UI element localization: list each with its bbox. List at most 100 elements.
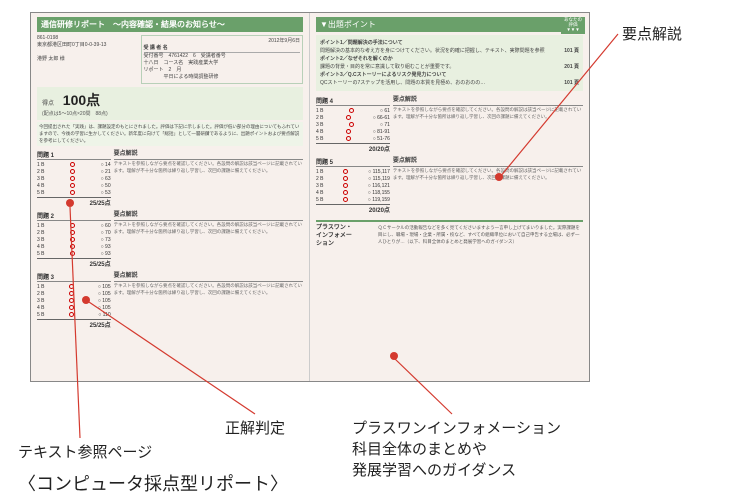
question-answers: 問題 31 B○ 1052 B○ 1053 B○ 1054 B○ 1055 B○…: [37, 272, 111, 329]
correct-mark-icon: [346, 136, 351, 141]
question-block: 問題 31 B○ 1052 B○ 1053 B○ 1054 B○ 1055 B○…: [37, 272, 303, 329]
answer-row: 4 B○ 81-91: [316, 128, 390, 135]
question-answers: 問題 51 B○ 115,1172 B○ 115,1193 B○ 116,121…: [316, 157, 390, 214]
correct-mark-icon: [343, 176, 348, 181]
answer-row: 5 B○ 110: [37, 311, 111, 318]
question-title: 問題 5: [316, 157, 390, 167]
callout-seikai: 正解判定: [225, 418, 285, 439]
correct-mark-icon: [343, 190, 348, 195]
score-sub: (配点は5～10点×20問 88点): [42, 110, 298, 117]
eval-badge: あなたの 評価 ▼▼▼: [561, 17, 585, 34]
answer-row: 4 B○ 118,155: [316, 189, 390, 196]
explanation-title: 要点解説: [114, 272, 303, 282]
correct-mark-icon: [69, 305, 74, 310]
correct-mark-icon: [70, 244, 75, 249]
explanation-body: テキストを参照しながら要点を確認してください。各設問の解説は該当ページに記載され…: [114, 161, 303, 175]
question-title: 問題 3: [37, 272, 111, 282]
question-block: 問題 41 B○ 612 B○ 66-613 B○ 714 B○ 81-915 …: [316, 96, 583, 153]
answer-row: 3 B○ 105: [37, 297, 111, 304]
report-document: 通信研修リポート ～内容確認・結果のお知らせ～ 861-0198 東京都港区田町…: [30, 12, 590, 382]
question-block: 問題 21 B○ 602 B○ 703 B○ 734 B○ 935 B○ 932…: [37, 211, 303, 268]
point-row: 課題の背景・目的を常に意識して取り組むことが重要です。201 頁: [320, 63, 579, 70]
submit-row: 平日による時間調整研修: [144, 74, 300, 81]
answer-row: 3 B○ 63: [37, 175, 111, 182]
explanation-body: テキストを参照しながら要点を確認してください。各設問の解説は該当ページに記載され…: [393, 107, 583, 121]
question-total: 25/25点: [37, 258, 111, 268]
explanation-title: 要点解説: [393, 96, 583, 106]
score-value: 100点: [63, 90, 100, 110]
callout-plusone: プラスワンインフォメーション 科目全体のまとめや 発展学習へのガイダンス: [352, 418, 561, 481]
answer-row: 3 B○ 116,121: [316, 182, 390, 189]
submit-row: 受付番号 4761422 6 受講者番号: [144, 53, 300, 60]
question-explanation: 要点解説テキストを参照しながら要点を確認してください。各設問の解説は該当ページに…: [393, 96, 583, 153]
answer-row: 3 B○ 73: [37, 236, 111, 243]
correct-mark-icon: [343, 169, 348, 174]
answer-row: 2 B○ 115,119: [316, 175, 390, 182]
explanation-body: テキストを参照しながら要点を確認してください。各設問の解説は該当ページに記載され…: [114, 283, 303, 297]
question-answers: 問題 11 B○ 142 B○ 213 B○ 634 B○ 505 B○ 532…: [37, 150, 111, 207]
point-row: QCストーリーの7ステップを活用し、問題の本質を見極め、おのおのの…101 頁: [320, 79, 579, 86]
correct-mark-icon: [70, 176, 75, 181]
page-left: 通信研修リポート ～内容確認・結果のお知らせ～ 861-0198 東京都港区田町…: [31, 13, 310, 381]
correct-mark-icon: [349, 122, 354, 127]
answer-row: 5 B○ 51-76: [316, 135, 390, 142]
point-title: ポイント3／Q.Cストーリーによるリスク発見力について: [320, 71, 579, 78]
point-row: 問題解決の基本的な考え方を身につけてください。状況を的確に把握し、テキスト、実際…: [320, 47, 579, 54]
question-explanation: 要点解説テキストを参照しながら要点を確認してください。各設問の解説は該当ページに…: [393, 157, 583, 214]
submit-row: 十八日 コース名 実践産業大学: [144, 60, 300, 67]
question-title: 問題 2: [37, 211, 111, 221]
page-right: あなたの 評価 ▼▼▼ ▼出題ポイント ポイント1／問題解決の手法について問題解…: [310, 13, 589, 381]
score-label: 得点: [42, 101, 54, 107]
question-title: 問題 4: [316, 96, 390, 106]
dot-youten: [495, 173, 503, 181]
answer-row: 5 B○ 93: [37, 250, 111, 257]
submit-row: リポート 2 月: [144, 67, 300, 74]
correct-mark-icon: [70, 251, 75, 256]
explanation-title: 要点解説: [114, 211, 303, 221]
question-total: 20/20点: [316, 204, 390, 214]
answer-row: 2 B○ 21: [37, 168, 111, 175]
correct-mark-icon: [69, 291, 74, 296]
answer-row: 2 B○ 66-61: [316, 114, 390, 121]
question-explanation: 要点解説テキストを参照しながら要点を確認してください。各設問の解説は該当ページに…: [114, 272, 303, 329]
answer-row: 4 B○ 50: [37, 182, 111, 189]
header-info: 861-0198 東京都港区田町0丁目0-0-39-13 港野 太郎 様 201…: [37, 35, 303, 84]
question-explanation: 要点解説テキストを参照しながら要点を確認してください。各設問の解説は該当ページに…: [114, 150, 303, 207]
points-header: ▼出題ポイント: [316, 17, 583, 32]
dot-seikai: [82, 296, 90, 304]
submit-box: 2012年9月6日 受 講 者 名 受付番号 4761422 6 受講者番号 十…: [141, 35, 303, 84]
submit-date: 2012年9月6日: [144, 38, 300, 45]
question-block: 問題 51 B○ 115,1172 B○ 115,1193 B○ 116,121…: [316, 157, 583, 214]
correct-mark-icon: [343, 183, 348, 188]
doc-title: 通信研修リポート ～内容確認・結果のお知らせ～: [37, 17, 303, 32]
figure-caption: 〈コンピュータ採点型リポート〉: [18, 470, 288, 496]
explanation-body: テキストを参照しながら要点を確認してください。各設問の解説は該当ページに記載され…: [393, 168, 583, 182]
answer-row: 1 B○ 60: [37, 222, 111, 229]
answer-row: 2 B○ 105: [37, 290, 111, 297]
callout-textref: テキスト参照ページ: [18, 442, 152, 463]
answer-row: 4 B○ 105: [37, 304, 111, 311]
correct-mark-icon: [70, 169, 75, 174]
answer-row: 5 B○ 119,159: [316, 196, 390, 203]
answer-row: 1 B○ 14: [37, 161, 111, 168]
point-title: ポイント1／問題解決の手法について: [320, 39, 579, 46]
question-total: 20/20点: [316, 143, 390, 153]
explanation-title: 要点解説: [114, 150, 303, 160]
question-total: 25/25点: [37, 319, 111, 329]
explanation-title: 要点解説: [393, 157, 583, 167]
correct-mark-icon: [70, 237, 75, 242]
plus-one-section: プラスワン・ インフォメー ション ＱＣサークルの活動報告などを多く見てください…: [316, 220, 583, 248]
question-block: 問題 11 B○ 142 B○ 213 B○ 634 B○ 505 B○ 532…: [37, 150, 303, 207]
correct-mark-icon: [70, 162, 75, 167]
point-title: ポイント2／なぜそれを解くのか: [320, 55, 579, 62]
dot-plusone: [390, 352, 398, 360]
address-block: 861-0198 東京都港区田町0丁目0-0-39-13 港野 太郎 様: [37, 35, 137, 84]
question-explanation: 要点解説テキストを参照しながら要点を確認してください。各設問の解説は該当ページに…: [114, 211, 303, 268]
question-answers: 問題 41 B○ 612 B○ 66-613 B○ 714 B○ 81-915 …: [316, 96, 390, 153]
answer-row: 1 B○ 115,117: [316, 168, 390, 175]
correct-mark-icon: [69, 284, 74, 289]
points-section: ポイント1／問題解決の手法について問題解決の基本的な考え方を身につけてください。…: [316, 35, 583, 91]
correct-mark-icon: [343, 197, 348, 202]
answer-row: 4 B○ 93: [37, 243, 111, 250]
explanation-body: テキストを参照しながら要点を確認してください。各設問の解説は該当ページに記載され…: [114, 222, 303, 236]
